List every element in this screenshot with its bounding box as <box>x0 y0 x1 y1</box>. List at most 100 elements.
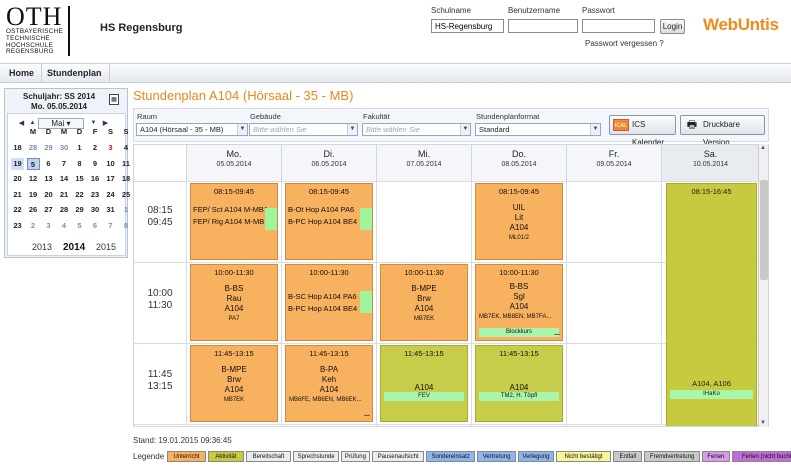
gebaeude-select[interactable]: Bitte wählen Sie ▼ <box>249 123 358 136</box>
year-next[interactable]: 2015 <box>96 242 117 252</box>
week-number[interactable]: 22 <box>13 205 22 214</box>
username-label: Benutzername <box>508 6 561 15</box>
next-month-icon[interactable]: ▶ <box>102 120 109 127</box>
lesson-mi-2[interactable]: 10:00-11:30 B-MPE Brw A104 MB7EK <box>380 264 468 341</box>
logo-line: OSTBAYERISCHE <box>6 28 63 35</box>
calendar-day[interactable]: 25 <box>121 189 131 199</box>
calendar-day[interactable]: 29 <box>44 143 53 152</box>
calendar-day[interactable]: 5 <box>26 157 40 170</box>
year-current[interactable]: 2014 <box>63 242 86 253</box>
calendar-day[interactable]: 16 <box>90 174 100 183</box>
calendar-day[interactable]: 6 <box>92 220 98 230</box>
lesson-teacher: Lit <box>514 213 524 222</box>
lesson-do-3[interactable]: 11:45-13:15 A104 TM2, H. Töpfl <box>475 345 563 422</box>
ics-calendar-button[interactable]: ICAL ICS Kalender <box>609 115 676 147</box>
calendar-day[interactable]: 26 <box>28 205 38 214</box>
calendar-day[interactable]: 18 <box>121 174 131 183</box>
print-button[interactable]: 🖶 Druckbare Version <box>680 115 765 147</box>
calendar-day[interactable]: 5 <box>77 220 82 230</box>
prev-month-icon[interactable]: ◀ <box>18 120 25 127</box>
week-number[interactable]: 20 <box>13 174 22 183</box>
nav-stundenplan[interactable]: Stundenplan <box>40 64 110 82</box>
login-button[interactable]: Login <box>660 19 685 34</box>
format-select[interactable]: Standard ▼ <box>475 123 601 136</box>
calendar-day[interactable]: 15 <box>75 174 84 183</box>
calendar-day[interactable]: 28 <box>28 143 38 152</box>
lesson-di-2[interactable]: 10:00-11:30 B-SC Hop A104 PA6 B-PC Hop A… <box>285 264 373 341</box>
calendar-day[interactable]: 10 <box>106 158 115 168</box>
calendar-day[interactable]: 12 <box>28 174 38 183</box>
calendar-day[interactable]: 3 <box>108 143 113 152</box>
year-prev[interactable]: 2013 <box>32 242 53 252</box>
lesson-mo-1[interactable]: 08:15-09:45 FEP/ Sct A104 M-MB1 FEP/ Rig… <box>190 183 278 260</box>
fakultaet-placeholder: Bitte wählen Sie <box>366 125 420 134</box>
calendar-day[interactable]: 8 <box>77 158 82 168</box>
calendar-day[interactable]: 1 <box>77 143 82 152</box>
prev-icon[interactable]: ▲ <box>29 120 36 126</box>
username-field[interactable] <box>508 19 578 33</box>
calendar-day[interactable]: 9 <box>92 158 98 168</box>
calendar-day[interactable]: 7 <box>61 158 67 168</box>
ics-label: ICS Kalender <box>632 120 665 147</box>
time-start: 08:15 <box>147 205 173 216</box>
calendar-day[interactable]: 14 <box>59 174 69 183</box>
lesson-di-3[interactable]: 11:45-13:15 B-PA Keh A104 MB6FE, MB6EN, … <box>285 345 373 422</box>
lesson-do-1[interactable]: 08:15-09:45 UIL Lit A104 ML01/2 <box>475 183 563 260</box>
nav-home[interactable]: Home <box>2 64 43 82</box>
calendar-day[interactable]: 8 <box>123 220 129 230</box>
calendar-day[interactable]: 22 <box>75 189 84 199</box>
week-number[interactable]: 18 <box>13 143 22 152</box>
lesson-do-2[interactable]: 10:00-11:30 B-BS Sgl A104 MB7EK, MB8EN, … <box>475 264 563 341</box>
fakultaet-select[interactable]: Bitte wählen Sie ▼ <box>362 123 471 136</box>
lesson-di-1[interactable]: 08:15-09:45 B-Ot Hop A104 PA6 B-PC Hop A… <box>285 183 373 260</box>
calendar-day[interactable]: 31 <box>106 205 115 214</box>
scroll-up-icon[interactable]: ▲ <box>760 145 766 151</box>
calendar-day[interactable]: 23 <box>90 189 100 199</box>
more-icon[interactable]: ... <box>554 330 560 337</box>
calendar-day[interactable]: 20 <box>44 189 53 199</box>
calendar-day[interactable]: 1 <box>123 205 129 214</box>
lesson-time: 08:15-09:45 <box>213 187 255 196</box>
forgot-password-link[interactable]: Passwort vergessen ? <box>585 39 664 48</box>
week-number[interactable]: 19 <box>11 157 24 170</box>
month-select[interactable]: Mai ▾ <box>38 118 84 129</box>
calendar-day[interactable]: 13 <box>44 174 53 183</box>
calendar-day[interactable]: 17 <box>106 174 115 183</box>
raum-select[interactable]: A104 (Hörsaal - 35 - MB) ▼ <box>136 123 248 136</box>
calendar-day[interactable]: 4 <box>123 143 129 152</box>
more-icon[interactable]: ... <box>364 411 370 418</box>
calendar-day[interactable]: 21 <box>59 189 69 199</box>
calendar-day[interactable]: 2 <box>92 143 98 152</box>
lesson-mo-2[interactable]: 10:00-11:30 B-BS Rau A104 PA7 <box>190 264 278 341</box>
calendar-day[interactable]: 27 <box>44 205 53 214</box>
grid-line <box>281 181 282 426</box>
next-icon[interactable]: ▼ <box>90 120 97 126</box>
password-field[interactable] <box>582 19 655 33</box>
calendar-day[interactable]: 29 <box>75 205 84 214</box>
lesson-mo-3[interactable]: 11:45-13:15 B-MPE Brw A104 MB7EK <box>190 345 278 422</box>
lesson-sa-1[interactable]: 08:15-16:45 A104, A106 IHaKo <box>666 183 757 426</box>
lesson-mi-3[interactable]: 11:45-13:15 A104 FEV <box>380 345 468 422</box>
calendar-day[interactable]: 24 <box>106 189 115 199</box>
calendar-day[interactable]: 11 <box>122 158 130 168</box>
scroll-down-icon[interactable]: ▼ <box>760 420 766 426</box>
schoolname-field[interactable] <box>431 19 504 33</box>
calendar-icon[interactable]: ▦ <box>109 94 119 105</box>
scroll-thumb[interactable] <box>760 180 768 280</box>
calendar-day[interactable]: 30 <box>59 143 69 152</box>
calendar-day[interactable]: 19 <box>28 189 38 199</box>
day-date: 05.05.2014 <box>216 161 252 168</box>
timetable-scrollbar[interactable]: ▲ ▼ <box>758 144 768 427</box>
calendar-day[interactable]: 2 <box>30 220 36 230</box>
legend-item: Ferien <box>701 451 730 462</box>
lesson-time: 08:15-09:45 <box>498 187 540 196</box>
week-number[interactable]: 23 <box>13 220 22 230</box>
calendar-day[interactable]: 6 <box>46 158 51 168</box>
raum-value: A104 (Hörsaal - 35 - MB) <box>140 125 224 134</box>
calendar-day[interactable]: 30 <box>90 205 100 214</box>
calendar-day[interactable]: 28 <box>59 205 69 214</box>
calendar-day[interactable]: 3 <box>46 220 51 230</box>
calendar-day[interactable]: 4 <box>61 220 67 230</box>
week-number[interactable]: 21 <box>13 189 22 199</box>
calendar-day[interactable]: 7 <box>108 220 113 230</box>
